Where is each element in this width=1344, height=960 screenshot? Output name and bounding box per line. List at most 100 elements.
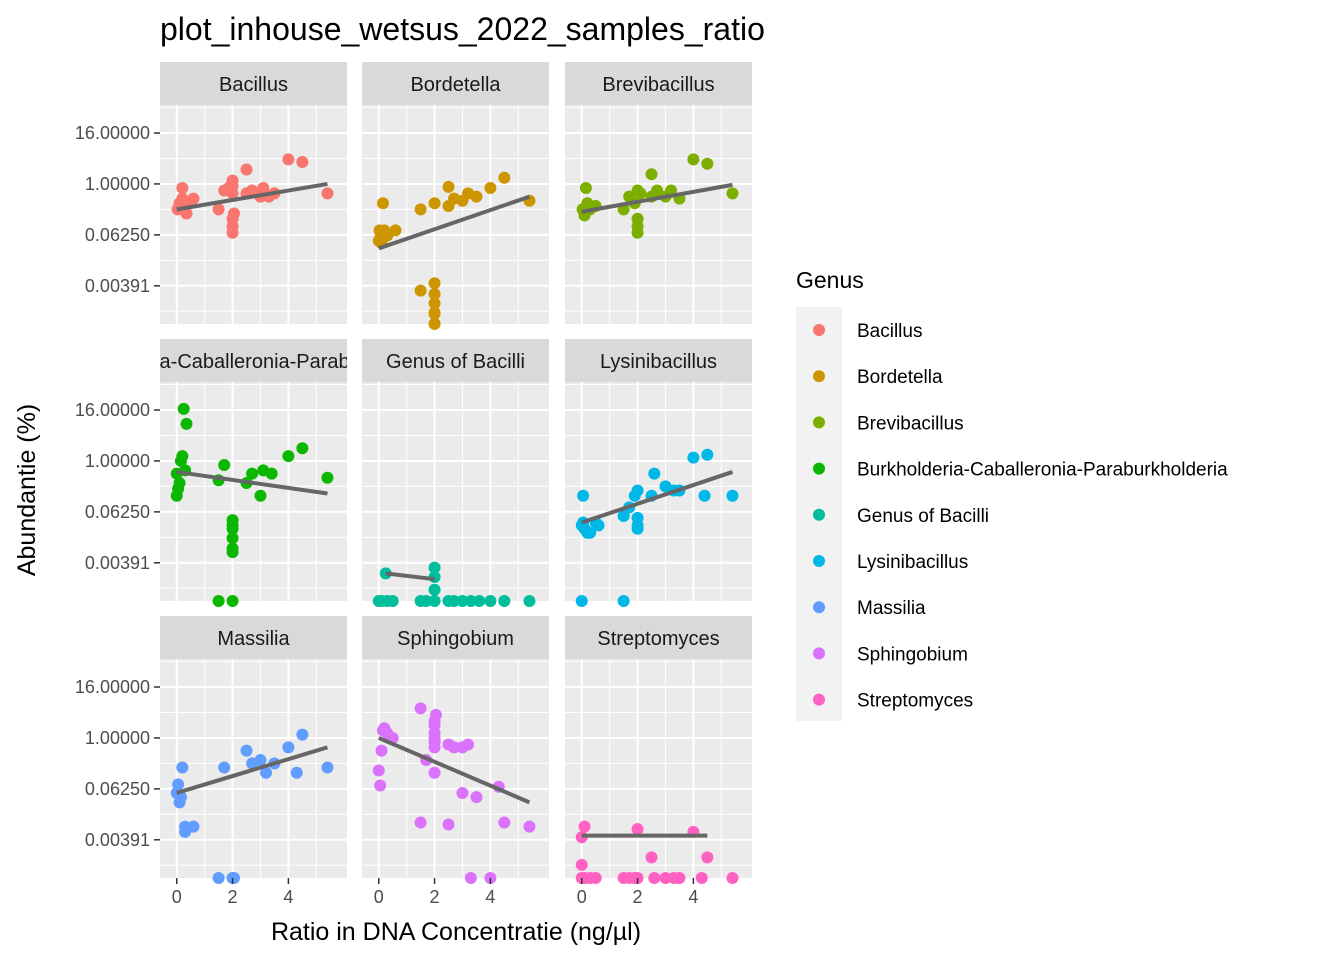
data-point <box>577 489 590 502</box>
data-point <box>442 818 455 831</box>
data-point <box>176 761 189 774</box>
y-axes: 16.00000 1.00000 0.06250 0.00391 16.00000 1.0… <box>75 123 160 850</box>
trend-line <box>581 470 734 525</box>
legend: Genus Bacillus Bordetella Brevibacillus Bur… <box>796 267 1228 721</box>
facet-strip-label: Burkholderia-Caballeronia-Paraburkholder… <box>58 351 449 373</box>
data-point <box>617 509 630 522</box>
facet-strip <box>362 62 549 105</box>
legend-label: Lysinibacillus <box>857 552 968 573</box>
data-point <box>321 187 334 200</box>
data-point <box>428 583 441 596</box>
y-tick-label: 0.00391 <box>85 276 150 296</box>
data-point <box>226 226 239 239</box>
facet-strip-label: Lysinibacillus <box>600 351 717 373</box>
x-tick-label: 0 <box>374 887 384 907</box>
data-point <box>226 542 239 555</box>
data-point <box>386 595 399 607</box>
facet-panel: Sphingobium <box>350 616 549 884</box>
legend-key <box>813 508 825 521</box>
data-point <box>428 297 441 310</box>
data-point <box>589 872 602 884</box>
trend-line <box>581 182 733 214</box>
legend-key <box>813 416 825 429</box>
y-tick-label: 16.00000 <box>75 400 150 420</box>
data-point <box>180 417 193 430</box>
chart-title: plot_inhouse_wetsus_2022_samples_ratio <box>160 11 765 47</box>
data-point <box>376 197 389 210</box>
data-point <box>448 595 461 607</box>
y-tick-label: 0.06250 <box>85 225 150 245</box>
trend-line <box>176 469 328 496</box>
data-point <box>442 180 455 193</box>
panel-background <box>362 659 549 878</box>
data-point <box>414 203 427 216</box>
data-point <box>254 754 267 767</box>
data-point <box>575 858 588 871</box>
data-point <box>254 489 267 502</box>
data-point <box>428 288 441 301</box>
data-point <box>484 182 497 195</box>
data-point <box>575 595 588 607</box>
data-point <box>282 741 295 754</box>
x-tick-label: 4 <box>283 887 293 907</box>
legend-key <box>813 555 825 567</box>
data-point <box>631 511 644 524</box>
facet-panels: Bacillus Bordetella Brevibacillus Burkholde… <box>58 62 752 884</box>
legend-label: Bacillus <box>857 321 922 342</box>
data-point <box>414 702 427 715</box>
data-point <box>584 526 597 539</box>
data-point <box>265 467 278 480</box>
data-point <box>218 459 231 472</box>
data-point <box>226 514 239 527</box>
legend-key <box>813 693 825 706</box>
data-point <box>177 402 190 415</box>
y-tick-label: 1.00000 <box>85 451 150 471</box>
y-axis-title: Abundantie (%) <box>13 404 41 576</box>
facet-strip <box>565 616 752 659</box>
data-point <box>321 471 334 484</box>
facet-panel: Brevibacillus <box>553 62 752 324</box>
y-tick-label: 16.00000 <box>75 123 150 143</box>
x-axis-title: Ratio in DNA Concentratie (ng/µl) <box>271 918 641 946</box>
data-point <box>428 307 441 320</box>
data-point <box>226 174 239 187</box>
data-point <box>240 163 253 176</box>
data-point <box>212 595 225 607</box>
data-point <box>523 595 536 607</box>
data-point <box>296 728 309 741</box>
y-tick-label: 16.00000 <box>75 677 150 697</box>
data-point <box>180 207 193 220</box>
facet-strip-label: Streptomyces <box>597 628 719 650</box>
data-point <box>470 791 483 804</box>
data-point <box>631 522 644 535</box>
panel-background <box>362 105 549 324</box>
data-point <box>428 595 441 607</box>
data-point <box>695 872 708 884</box>
data-point <box>523 820 536 833</box>
data-point <box>645 851 658 864</box>
data-point <box>246 467 259 480</box>
facet-panel: Massilia <box>148 616 347 884</box>
data-point <box>187 820 200 833</box>
data-point <box>212 203 225 216</box>
data-point <box>648 872 661 884</box>
data-point <box>290 766 303 779</box>
data-point <box>428 318 441 330</box>
data-point <box>226 532 239 545</box>
data-point <box>428 766 441 779</box>
facet-strip-label: Bordetella <box>410 74 501 96</box>
facet-strip-label: Brevibacillus <box>602 74 714 96</box>
legend-label: Brevibacillus <box>857 413 964 434</box>
data-point <box>701 851 714 864</box>
trend-line <box>176 181 328 212</box>
data-point <box>375 744 388 757</box>
data-point <box>176 182 189 195</box>
data-point <box>414 284 427 297</box>
data-point <box>240 744 253 757</box>
y-tick-label: 0.00391 <box>85 830 150 850</box>
facet-strip-label: Sphingobium <box>397 628 514 650</box>
data-point <box>428 197 441 210</box>
legend-label: Genus of Bacilli <box>857 506 989 527</box>
legend-key <box>813 601 825 614</box>
x-axes: 0 2 4 0 2 4 0 2 4 <box>172 878 698 907</box>
